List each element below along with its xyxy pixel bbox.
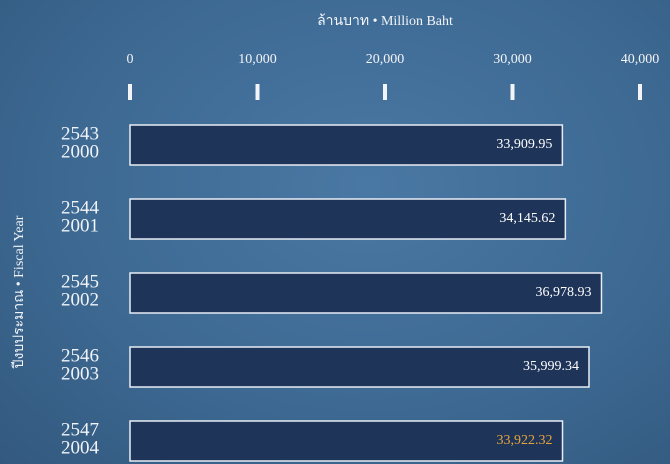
y-axis-title: ปีงบประมาณ • Fiscal Year <box>11 215 27 369</box>
y-tick-label: 2000 <box>61 141 99 162</box>
x-tick-label: 0 <box>127 52 134 67</box>
bar <box>129 198 567 240</box>
y-tick-label: 2547 <box>61 419 99 440</box>
value-label: 35,999.34 <box>523 359 579 374</box>
y-tick-label: 2003 <box>61 363 99 384</box>
bar <box>129 124 564 166</box>
y-tick-label: 2001 <box>61 215 99 236</box>
y-tick-label: 2546 <box>61 345 99 366</box>
x-tick-label: 30,000 <box>493 52 532 67</box>
tick-mark <box>128 84 132 100</box>
value-label: 36,978.93 <box>535 285 591 300</box>
x-tick-label: 40,000 <box>621 52 660 67</box>
y-tick-label: 2002 <box>61 289 99 310</box>
value-label: 33,922.32 <box>497 433 553 448</box>
x-tick-label: 10,000 <box>238 52 277 67</box>
tick-mark <box>638 84 642 100</box>
value-label: 33,909.95 <box>496 137 552 152</box>
y-tick-label: 2545 <box>61 271 99 292</box>
x-tick-label: 20,000 <box>366 52 405 67</box>
bar <box>129 346 590 388</box>
x-axis-title: ล้านบาท • Million Baht <box>317 13 453 29</box>
tick-mark <box>255 84 260 100</box>
tick-mark <box>383 84 387 100</box>
bar <box>129 420 564 462</box>
y-tick-label: 2544 <box>61 197 100 218</box>
tick-mark <box>510 84 515 100</box>
y-tick-label: 2004 <box>61 437 100 458</box>
bar <box>129 272 603 314</box>
y-tick-label: 2543 <box>61 123 99 144</box>
value-label: 34,145.62 <box>499 211 555 226</box>
